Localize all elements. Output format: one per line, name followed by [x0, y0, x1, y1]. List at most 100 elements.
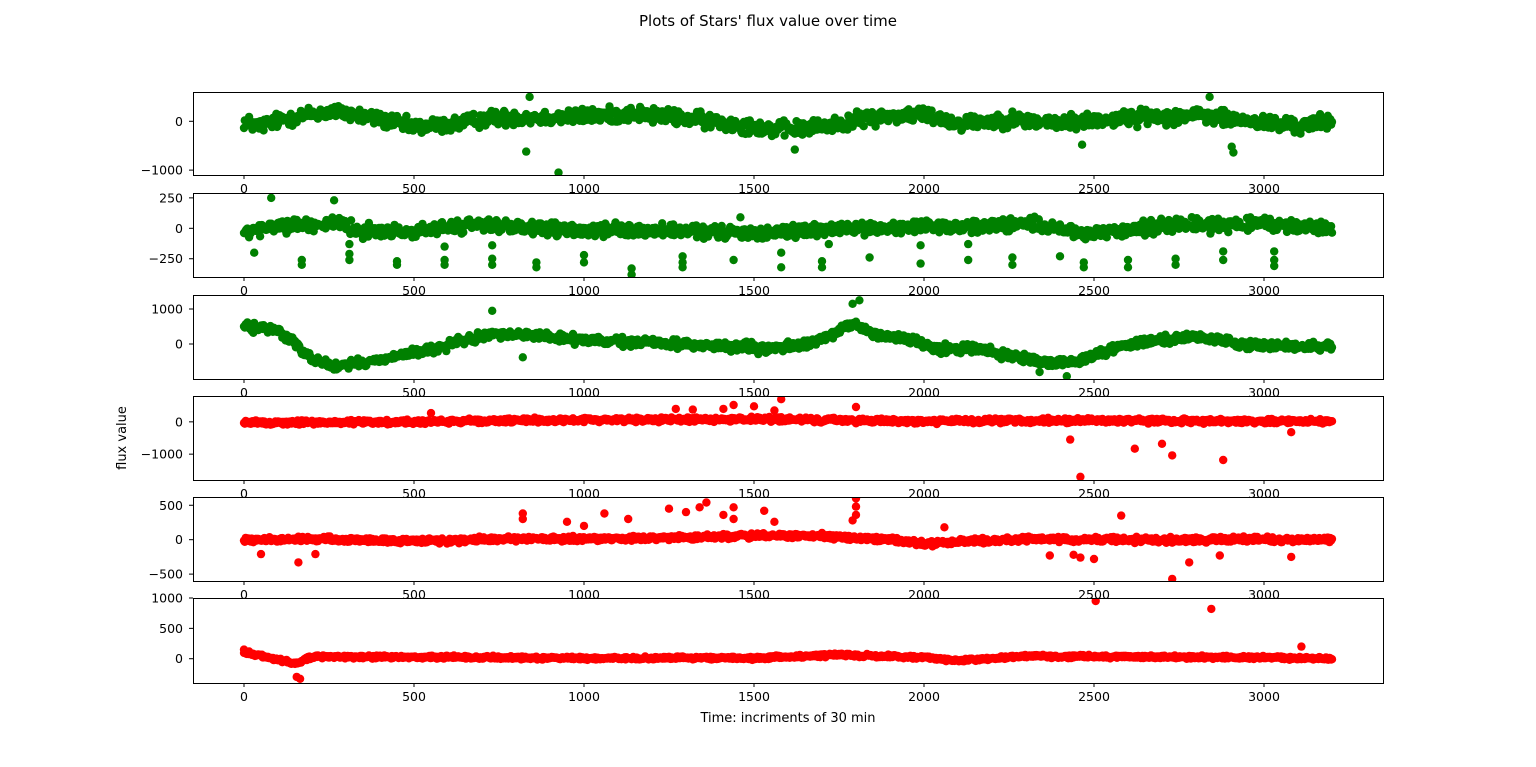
- x-axis-label: Time: incriments of 30 min: [699, 711, 875, 726]
- data-point: [488, 260, 497, 269]
- figure-title: Plots of Stars' flux value over time: [639, 12, 897, 30]
- x-tick-label: 2500: [1078, 385, 1110, 400]
- data-point: [1270, 261, 1279, 271]
- axes-frame: [193, 295, 1384, 380]
- data-point: [1327, 228, 1337, 237]
- data-point: [1062, 372, 1071, 379]
- x-tick-label: 1500: [738, 283, 770, 298]
- x-tick-label: 1000: [568, 385, 600, 400]
- x-tick-label: 2000: [908, 283, 940, 298]
- data-point: [871, 122, 880, 131]
- data-point: [1077, 140, 1087, 149]
- data-point: [525, 92, 534, 102]
- data-point: [964, 255, 973, 265]
- x-tick-label: 2000: [908, 181, 940, 196]
- x-tick-label: 0: [240, 283, 248, 298]
- data-point: [1270, 247, 1279, 256]
- data-point: [780, 131, 789, 140]
- x-tick-label: 3000: [1248, 283, 1280, 298]
- y-tick-label: 250: [159, 190, 183, 205]
- x-tick-label: 1500: [738, 181, 770, 196]
- data-point: [865, 253, 874, 262]
- data-point: [522, 147, 531, 156]
- y-tick-label: 1000: [151, 302, 183, 317]
- data-point: [469, 109, 478, 119]
- data-point: [579, 250, 589, 260]
- data-point: [729, 255, 738, 265]
- data-point: [817, 263, 827, 272]
- data-point: [777, 263, 786, 272]
- data-point: [927, 106, 936, 115]
- series-points: [239, 92, 1337, 175]
- x-tick-label: 500: [402, 385, 426, 400]
- data-point: [1171, 254, 1180, 263]
- data-point: [964, 239, 973, 249]
- y-tick-label: 0: [175, 114, 183, 129]
- data-point: [1123, 255, 1133, 265]
- x-tick-label: 0: [240, 181, 248, 196]
- data-point: [1219, 255, 1228, 265]
- data-point: [532, 263, 541, 272]
- data-point: [267, 193, 276, 203]
- x-tick-label: 2500: [1078, 283, 1110, 298]
- data-point: [736, 213, 745, 222]
- data-point: [1327, 117, 1337, 127]
- data-point: [824, 239, 833, 249]
- data-point: [627, 270, 636, 277]
- data-point: [1008, 260, 1017, 269]
- x-tick-label: 500: [402, 181, 426, 196]
- data-point: [346, 216, 356, 225]
- data-point: [1229, 148, 1238, 157]
- data-point: [459, 228, 468, 237]
- x-tick-label: 2000: [908, 385, 940, 400]
- y-tick-label: 0: [175, 337, 183, 352]
- series-points: [239, 193, 1337, 277]
- data-point: [859, 122, 868, 131]
- data-point: [1326, 222, 1336, 231]
- data-point: [1205, 92, 1214, 102]
- data-point: [777, 248, 786, 257]
- data-point: [1055, 252, 1065, 261]
- x-tick-label: 1500: [738, 385, 770, 400]
- y-tick-label: −250: [149, 251, 183, 266]
- y-tick-label: 0: [175, 221, 183, 236]
- data-point: [392, 260, 402, 269]
- data-point: [345, 255, 354, 265]
- data-point: [1224, 228, 1233, 237]
- data-point: [259, 126, 268, 135]
- data-point: [501, 121, 510, 130]
- data-point: [554, 168, 563, 175]
- x-tick-label: 3000: [1248, 181, 1280, 196]
- x-tick-label: 500: [402, 283, 426, 298]
- data-point: [440, 242, 449, 251]
- data-point: [1133, 123, 1142, 132]
- data-point: [658, 219, 667, 228]
- series-points: [239, 396, 1337, 480]
- data-point: [1219, 247, 1228, 256]
- data-point: [518, 353, 527, 362]
- series-points: [239, 296, 1337, 379]
- data-point: [297, 260, 306, 269]
- data-point: [1270, 255, 1279, 265]
- data-point: [855, 296, 864, 305]
- data-point: [1123, 263, 1133, 272]
- y-axis-label: flux value: [115, 406, 130, 470]
- data-point: [817, 257, 827, 266]
- data-point: [579, 258, 589, 267]
- data-point: [440, 260, 449, 269]
- x-tick-label: 1000: [568, 181, 600, 196]
- data-point: [239, 123, 249, 133]
- axes-frame: [193, 193, 1384, 278]
- data-point: [1008, 253, 1017, 262]
- data-point: [1079, 263, 1089, 272]
- data-point: [345, 239, 354, 249]
- data-point: [250, 248, 259, 257]
- data-point: [488, 241, 497, 250]
- axes-frame: [193, 92, 1384, 176]
- y-tick-label: −1000: [141, 163, 183, 178]
- data-point: [627, 264, 636, 273]
